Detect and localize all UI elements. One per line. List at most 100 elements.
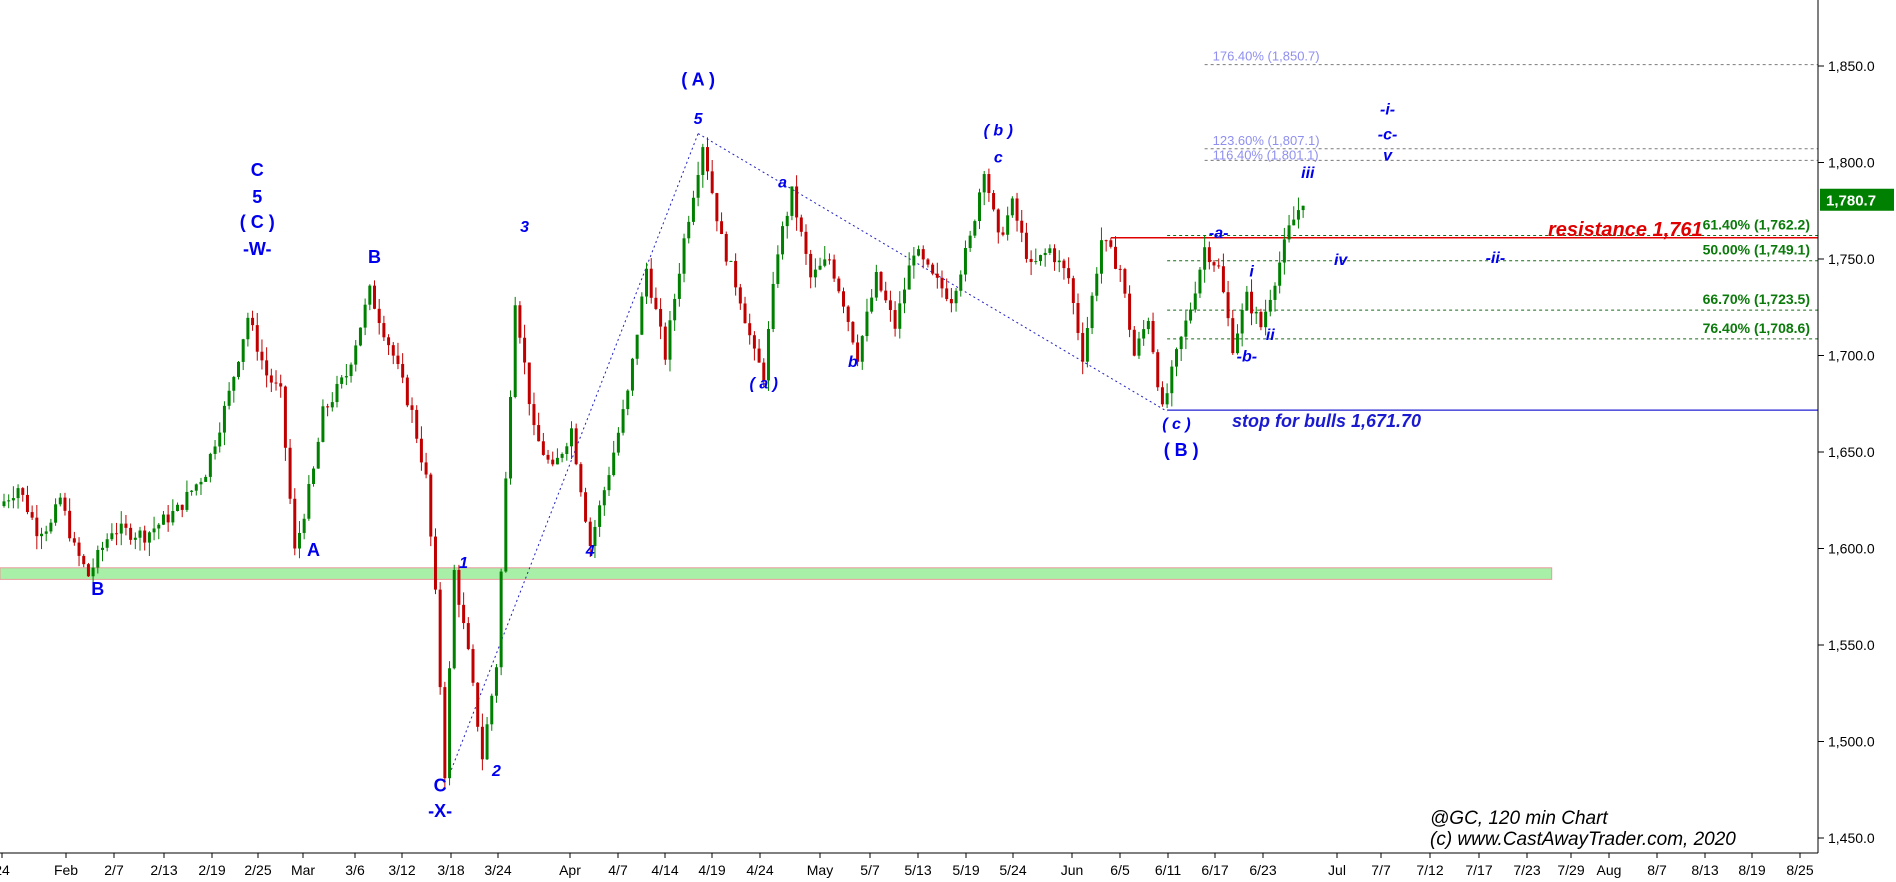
candle-body <box>574 428 578 465</box>
candle-body <box>555 457 559 465</box>
candle-body <box>898 303 902 329</box>
candle-body <box>40 533 44 537</box>
candle-body <box>30 512 34 518</box>
candle-body <box>710 171 714 194</box>
candle-body <box>110 533 114 540</box>
candle-body <box>743 303 747 324</box>
x-tick-label: 6/11 <box>1155 862 1181 878</box>
candle-body <box>476 682 480 727</box>
x-tick-label: 4/19 <box>698 862 725 878</box>
candlestick-series <box>2 137 1305 790</box>
candle-body <box>63 497 67 511</box>
x-tick-label: 5/7 <box>860 862 880 878</box>
candle-body <box>659 308 663 327</box>
candle-body <box>349 364 353 377</box>
x-tick-label: 8/7 <box>1647 862 1667 878</box>
x-tick-label: 7/12 <box>1416 862 1443 878</box>
candle-body <box>809 253 813 278</box>
wave-label: iii <box>1301 165 1315 182</box>
y-tick-label: 1,650.0 <box>1828 444 1875 460</box>
candle-body <box>204 476 208 482</box>
candle-body <box>25 494 29 513</box>
wave-connector-line <box>697 133 1168 412</box>
candle-body <box>837 278 841 292</box>
candle-body <box>588 521 592 546</box>
candle-body <box>546 454 550 460</box>
candle-body <box>91 567 95 577</box>
candle-body <box>143 530 147 543</box>
wave-label: ( c ) <box>1162 416 1190 433</box>
candle-body <box>115 533 119 535</box>
x-tick-label: Apr <box>559 862 581 878</box>
wave-label: iv <box>1334 252 1348 269</box>
x-tick-label: 3/18 <box>437 862 464 878</box>
wave-label: C <box>434 776 447 796</box>
candle-body <box>1282 239 1286 263</box>
candle-body <box>884 290 888 301</box>
wave-label: ii <box>1266 327 1275 344</box>
x-tick-label: 7/23 <box>1513 862 1540 878</box>
wave-label: ( b ) <box>984 122 1013 139</box>
candle-body <box>293 498 297 549</box>
candle-body <box>246 317 250 340</box>
candle-body <box>438 589 442 688</box>
candle-body <box>973 221 977 236</box>
candle-body <box>1029 258 1033 263</box>
candle-body <box>1301 205 1305 211</box>
x-tick-label: 5/19 <box>952 862 979 878</box>
candle-body <box>452 569 456 669</box>
wave-label: 5 <box>694 111 704 128</box>
candle-body <box>663 326 667 360</box>
candle-body <box>373 285 377 309</box>
candle-body <box>1160 387 1164 405</box>
candle-body <box>35 517 39 537</box>
candle-body <box>133 537 137 540</box>
candle-body <box>330 402 334 408</box>
candle-body <box>119 523 123 534</box>
candle-body <box>340 377 344 384</box>
x-tick-label: 3/12 <box>388 862 415 878</box>
candle-body <box>429 474 433 537</box>
candle-body <box>1048 248 1052 253</box>
candle-body <box>1193 293 1197 310</box>
candle-body <box>968 235 972 248</box>
candle-body <box>1132 329 1136 356</box>
candle-body <box>1273 285 1277 300</box>
wave-label: ( A ) <box>681 69 715 89</box>
candle-body <box>405 377 409 406</box>
x-tick-label: Aug <box>1597 862 1622 878</box>
last-price-box <box>1820 188 1894 211</box>
candle-body <box>1296 210 1300 220</box>
candle-body <box>1085 328 1089 362</box>
x-tick-label: 4/14 <box>651 862 678 878</box>
candle-body <box>513 305 517 397</box>
candle-body <box>738 287 742 304</box>
candle-body <box>602 490 606 506</box>
candle-body <box>1207 247 1211 263</box>
candle-body <box>870 297 874 312</box>
x-tick-label: 2/7 <box>104 862 124 878</box>
wave-label: ( C ) <box>240 212 275 232</box>
copyright-caption: (c) www.CastAwayTrader.com, 2020 <box>1430 829 1736 850</box>
candle-body <box>316 441 320 469</box>
candle-body <box>494 667 498 696</box>
candle-body <box>44 531 48 534</box>
candle-body <box>1024 232 1028 259</box>
wave-label: -i- <box>1380 101 1395 118</box>
wave-label: c <box>994 150 1003 167</box>
candle-body <box>912 255 916 266</box>
candle-body <box>734 260 738 288</box>
candle-body <box>321 406 325 442</box>
candle-body <box>86 564 90 577</box>
candle-body <box>462 604 466 624</box>
symbol-caption: @GC, 120 min Chart <box>1430 808 1608 829</box>
y-tick-label: 1,700.0 <box>1828 348 1875 364</box>
candle-body <box>105 539 109 548</box>
candle-body <box>288 447 292 499</box>
x-tick-label: 6/17 <box>1201 862 1228 878</box>
candle-body <box>677 273 681 299</box>
candle-body <box>584 492 588 522</box>
candle-body <box>701 147 705 175</box>
